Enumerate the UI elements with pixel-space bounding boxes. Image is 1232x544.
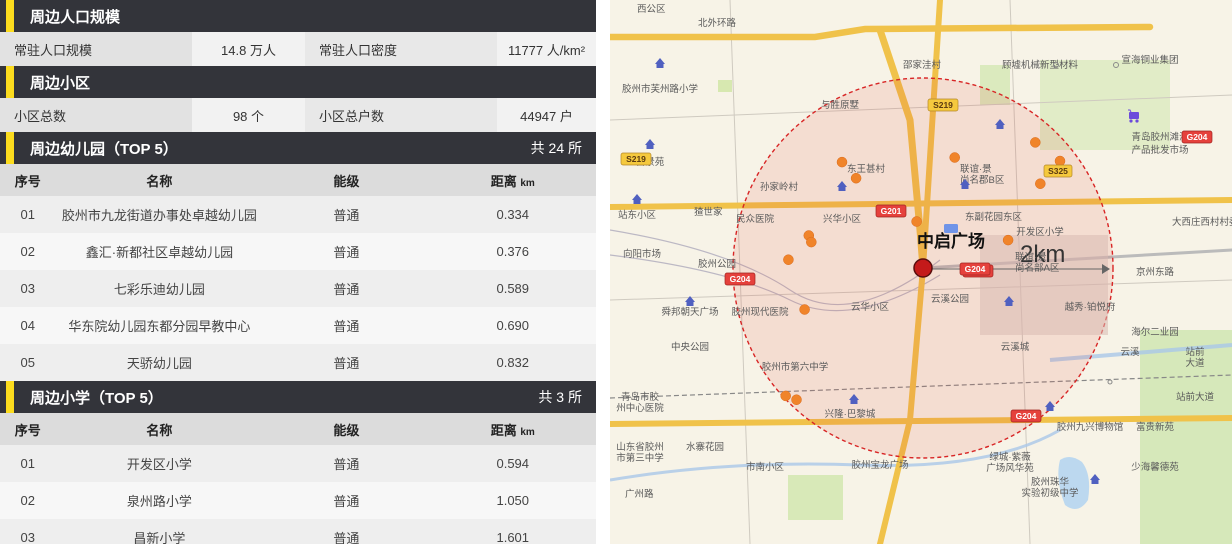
svg-text:实验初级中学: 实验初级中学 — [1021, 487, 1078, 499]
svg-text:民众医院: 民众医院 — [736, 213, 775, 225]
svg-text:富贵新苑: 富贵新苑 — [1136, 421, 1175, 433]
svg-text:绿城·紫薇: 绿城·紫薇 — [989, 451, 1031, 463]
svg-text:兴华小区: 兴华小区 — [823, 213, 862, 225]
svg-text:G204: G204 — [1016, 411, 1037, 421]
svg-text:京州东路: 京州东路 — [1136, 266, 1175, 278]
svg-text:G204: G204 — [730, 274, 751, 284]
svg-text:大道: 大道 — [1185, 357, 1205, 369]
svg-text:少海馨德苑: 少海馨德苑 — [1131, 461, 1179, 473]
svg-text:宣海铜业集团: 宣海铜业集团 — [1121, 54, 1178, 66]
svg-text:州中心医院: 州中心医院 — [616, 402, 664, 414]
svg-text:云溪公园: 云溪公园 — [931, 293, 969, 305]
svg-text:产品批发市场: 产品批发市场 — [1131, 144, 1188, 156]
svg-text:胶州市第六中学: 胶州市第六中学 — [762, 361, 829, 373]
svg-text:开发区小学: 开发区小学 — [1016, 226, 1064, 238]
svg-text:云溪: 云溪 — [1120, 346, 1140, 358]
svg-text:广场风华苑: 广场风华苑 — [986, 462, 1034, 474]
svg-text:云溪城: 云溪城 — [1001, 341, 1030, 353]
svg-text:胶州九兴博物馆: 胶州九兴博物馆 — [1057, 421, 1124, 433]
svg-text:云华小区: 云华小区 — [851, 301, 890, 313]
svg-text:G204: G204 — [1187, 132, 1208, 142]
svg-text:胶州宝龙广场: 胶州宝龙广场 — [851, 459, 908, 471]
svg-text:东王甚村: 东王甚村 — [847, 163, 886, 175]
svg-text:胶州珠华: 胶州珠华 — [1031, 476, 1070, 488]
svg-text:向阳市场: 向阳市场 — [623, 248, 661, 260]
svg-text:市第三中学: 市第三中学 — [616, 452, 664, 464]
svg-text:S219: S219 — [626, 154, 646, 164]
svg-text:兴隆·巴黎城: 兴隆·巴黎城 — [825, 408, 876, 420]
svg-text:舜邦朝天广场: 舜邦朝天广场 — [661, 306, 718, 318]
svg-text:尚名部A区: 尚名部A区 — [1015, 262, 1060, 274]
svg-text:站前大道: 站前大道 — [1176, 391, 1215, 403]
svg-text:联谊·景: 联谊·景 — [960, 163, 992, 175]
svg-text:猹世家: 猹世家 — [694, 206, 723, 218]
svg-text:东副花园东区: 东副花园东区 — [965, 211, 1023, 223]
svg-text:广州路: 广州路 — [625, 488, 654, 500]
svg-text:青岛市胶: 青岛市胶 — [621, 391, 660, 403]
svg-text:胶州公园: 胶州公园 — [698, 258, 736, 270]
svg-text:水寨花园: 水寨花园 — [686, 441, 724, 453]
svg-text:青岛胶州滩海: 青岛胶州滩海 — [1131, 131, 1189, 143]
svg-text:胶州市芙州路小学: 胶州市芙州路小学 — [622, 83, 698, 95]
svg-text:G201: G201 — [881, 206, 902, 216]
svg-text:西公区: 西公区 — [637, 4, 666, 15]
svg-text:站前: 站前 — [1185, 346, 1204, 358]
svg-text:顾墟机械新型材料: 顾墟机械新型材料 — [1002, 59, 1079, 71]
svg-text:山东省胶州: 山东省胶州 — [616, 441, 664, 453]
svg-text:邵家洼村: 邵家洼村 — [903, 59, 942, 71]
svg-text:胶州现代医院: 胶州现代医院 — [731, 306, 789, 318]
svg-text:市南小区: 市南小区 — [746, 461, 785, 473]
svg-text:北外环路: 北外环路 — [698, 17, 737, 29]
svg-text:与胜原墅: 与胜原墅 — [821, 100, 860, 111]
svg-text:中启广场: 中启广场 — [917, 231, 985, 251]
svg-text:S325: S325 — [1048, 166, 1068, 176]
svg-text:大西庄西村村委会: 大西庄西村村委会 — [1172, 216, 1232, 228]
svg-text:中央公园: 中央公园 — [671, 341, 709, 353]
svg-text:站东小区: 站东小区 — [618, 209, 657, 221]
svg-text:G204: G204 — [965, 264, 986, 274]
svg-text:S219: S219 — [933, 100, 953, 110]
svg-text:联谊·景: 联谊·景 — [1015, 251, 1047, 263]
svg-text:越秀·铂悦府: 越秀·铂悦府 — [1065, 301, 1116, 313]
svg-text:海尔二业园: 海尔二业园 — [1131, 326, 1179, 338]
svg-text:孙家岭村: 孙家岭村 — [760, 181, 799, 193]
